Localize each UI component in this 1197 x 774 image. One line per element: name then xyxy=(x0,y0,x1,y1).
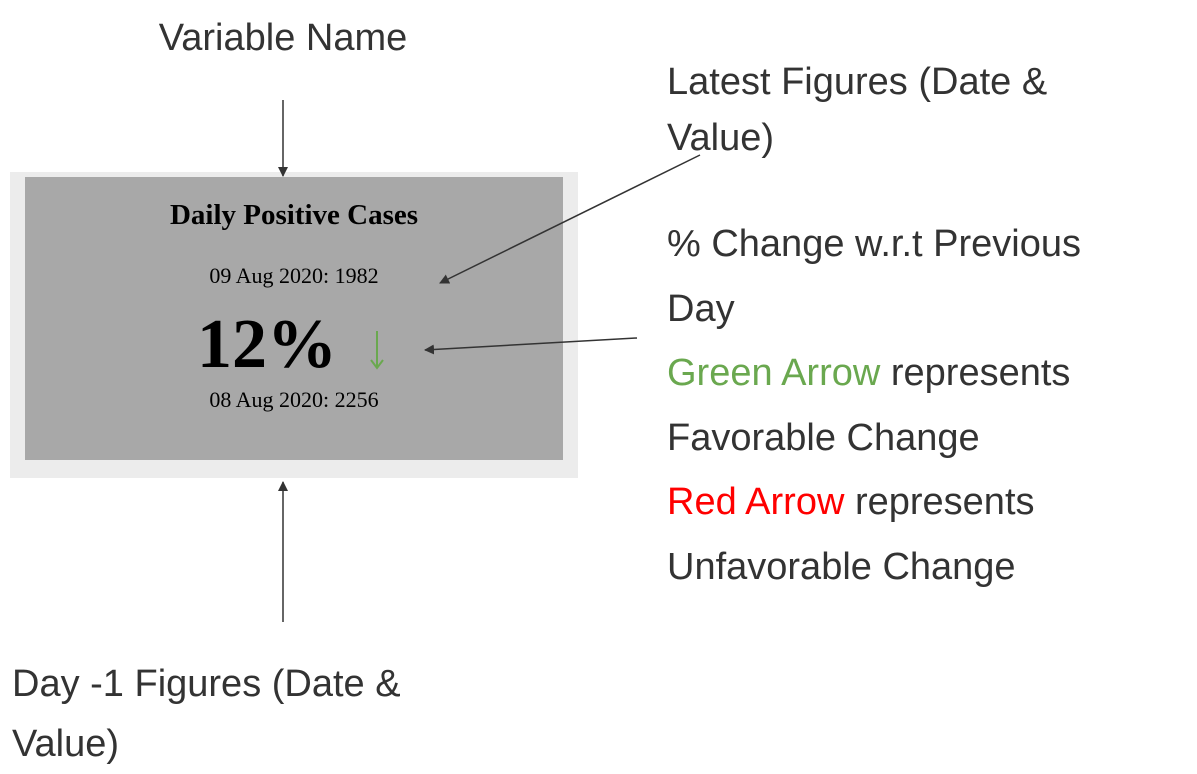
red-text: Red Arrow xyxy=(667,481,845,523)
variable-name-label: Variable Name xyxy=(158,17,408,59)
text-line: Favorable Change xyxy=(667,416,980,459)
text-line: Unfavorable Change xyxy=(667,545,1016,588)
text-line: % Change w.r.t Previous xyxy=(667,223,1081,265)
previous-figure: 08 Aug 2020: 2256 xyxy=(209,387,379,412)
card: Daily Positive Cases 09 Aug 2020: 1982 1… xyxy=(25,177,563,460)
card-title: Daily Positive Cases xyxy=(169,199,419,231)
text-line: Green Arrow represents xyxy=(667,341,1081,406)
down-arrow-icon xyxy=(370,331,384,370)
text-line: Red Arrow represents xyxy=(667,470,1081,535)
text-line: Latest Figures (Date & xyxy=(667,61,1048,103)
green-text: Green Arrow xyxy=(667,352,881,394)
latest-figure: 09 Aug 2020: 1982 xyxy=(209,263,379,288)
text: represents xyxy=(880,352,1071,394)
text-line: Value) xyxy=(667,117,775,159)
text-line: Value) xyxy=(12,723,120,765)
percent-change-label: % Change w.r.t Previous Day Green Arrow … xyxy=(667,212,1081,599)
text-line: Day xyxy=(667,287,735,330)
text: represents xyxy=(844,481,1035,523)
percent-change: 12% xyxy=(197,306,337,383)
text-line: Day -1 Figures (Date & xyxy=(12,663,401,705)
arrow xyxy=(424,337,638,355)
arrow xyxy=(439,154,701,284)
latest-figures-label: Latest Figures (Date & Value) xyxy=(667,54,1047,166)
previous-figures-label: Day -1 Figures (Date & Value) xyxy=(12,654,401,774)
